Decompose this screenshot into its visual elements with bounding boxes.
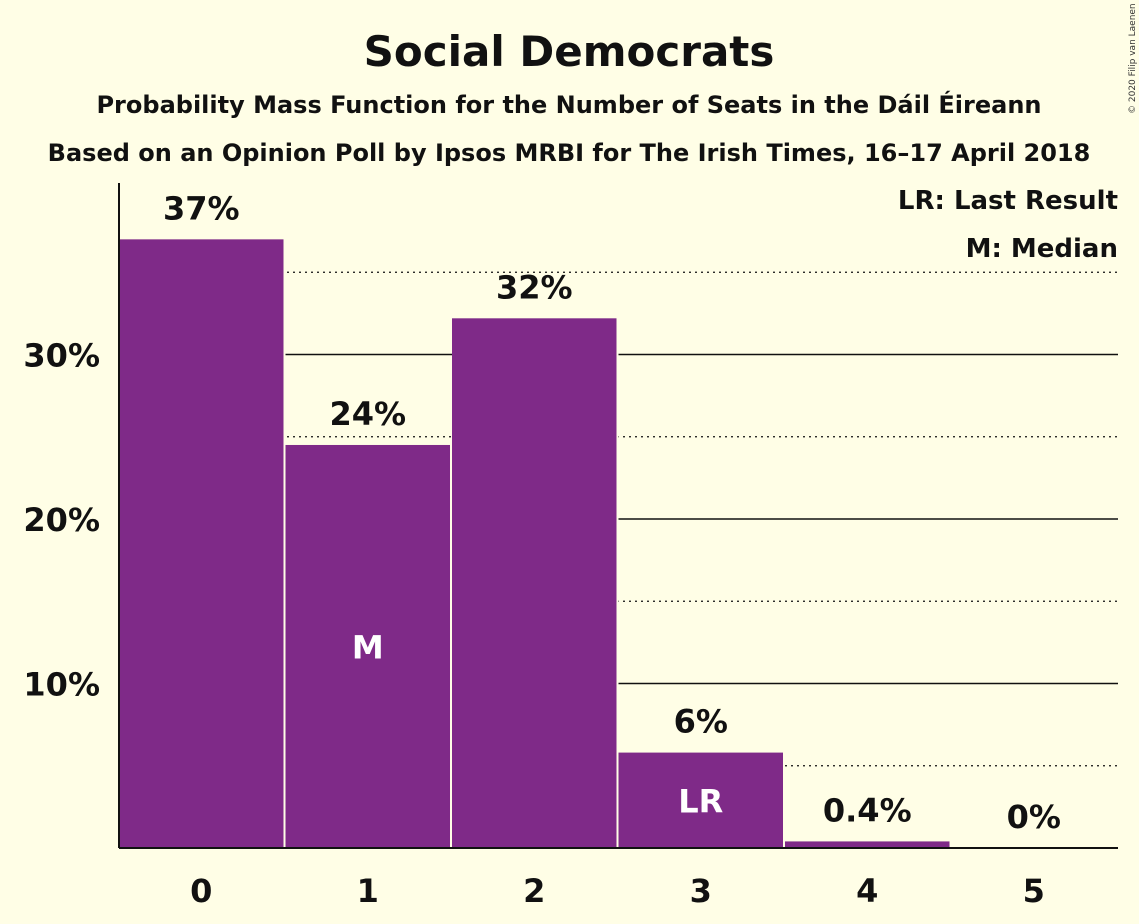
data-label-4: 0.4%	[823, 791, 912, 829]
bar-gap	[783, 752, 785, 848]
x-tick-label: 2	[523, 872, 545, 910]
x-tick-label: 4	[856, 872, 878, 910]
bar-1	[285, 444, 450, 848]
data-label-5: 0%	[1007, 798, 1061, 836]
data-label-0: 37%	[163, 189, 240, 227]
bar-gap	[616, 318, 619, 848]
x-tick-label: 5	[1023, 872, 1045, 910]
bar-0	[119, 239, 284, 849]
bar-gap	[283, 239, 286, 849]
x-tick-label: 1	[357, 872, 379, 910]
y-tick-label: 10%	[23, 666, 100, 704]
chart-subtitle-1: Probability Mass Function for the Number…	[96, 90, 1041, 119]
y-tick-label: 30%	[23, 337, 100, 375]
chart-subtitle-2: Based on an Opinion Poll by Ipsos MRBI f…	[48, 139, 1091, 167]
marker-m: M	[352, 628, 384, 666]
bar-3	[618, 752, 783, 848]
bar-gap	[450, 444, 452, 848]
axes: 10% 20% 30% 0 1 2 3 4 5	[23, 183, 1118, 910]
legend-median: M: Median	[966, 234, 1118, 264]
data-labels: 37% 24% 32% 6% 0.4% 0% M LR	[163, 189, 1061, 836]
data-label-3: 6%	[674, 703, 728, 741]
marker-lr: LR	[678, 782, 723, 820]
bar-2	[452, 318, 617, 848]
bars	[119, 239, 952, 849]
x-tick-label: 0	[190, 872, 212, 910]
data-label-1: 24%	[329, 395, 406, 433]
x-tick-label: 3	[690, 872, 712, 910]
legend-last-result: LR: Last Result	[898, 186, 1118, 216]
y-tick-label: 20%	[23, 501, 100, 539]
bar-gap	[949, 841, 952, 848]
copyright-notice: © 2020 Filip van Laenen	[1128, 3, 1138, 114]
data-label-2: 32%	[496, 268, 573, 306]
chart-title: Social Democrats	[364, 27, 775, 76]
bar-4	[785, 841, 950, 848]
